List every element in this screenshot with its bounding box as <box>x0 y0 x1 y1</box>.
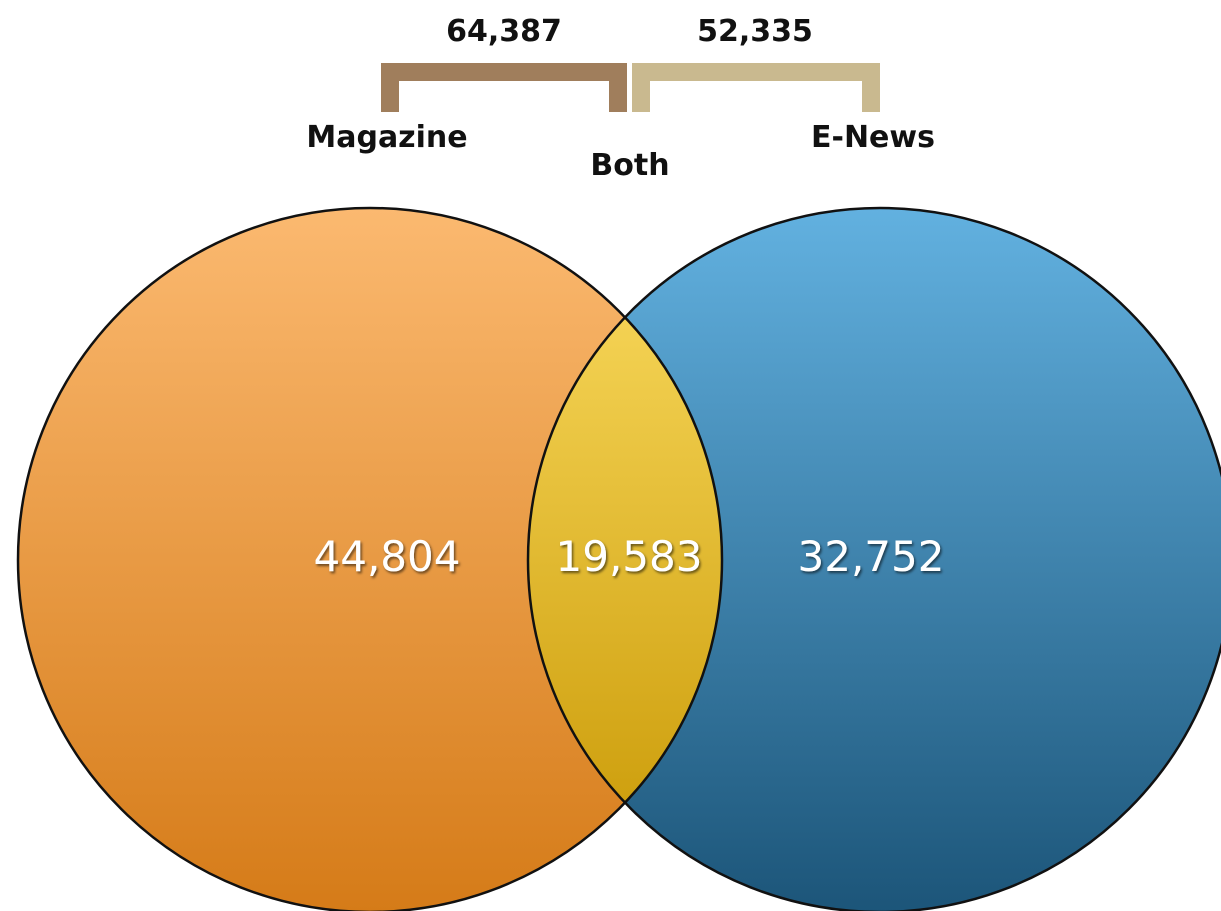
magazine-bracket <box>381 63 627 112</box>
magazine-circle <box>18 208 722 911</box>
enews-only-value: 32,752 <box>798 532 945 581</box>
enews-total-label: 52,335 <box>697 14 813 49</box>
both-value: 19,583 <box>556 532 703 581</box>
enews-circle <box>528 208 1221 911</box>
magazine-set-label: Magazine <box>306 120 468 155</box>
enews-set-label: E-News <box>811 120 935 155</box>
enews-bracket <box>632 63 880 112</box>
magazine-circle-outline <box>16 206 724 911</box>
magazine-total-label: 64,387 <box>446 14 562 49</box>
enews-circle-outline <box>526 206 1221 911</box>
both-set-label: Both <box>590 148 670 183</box>
magazine-only-value: 44,804 <box>314 532 461 581</box>
